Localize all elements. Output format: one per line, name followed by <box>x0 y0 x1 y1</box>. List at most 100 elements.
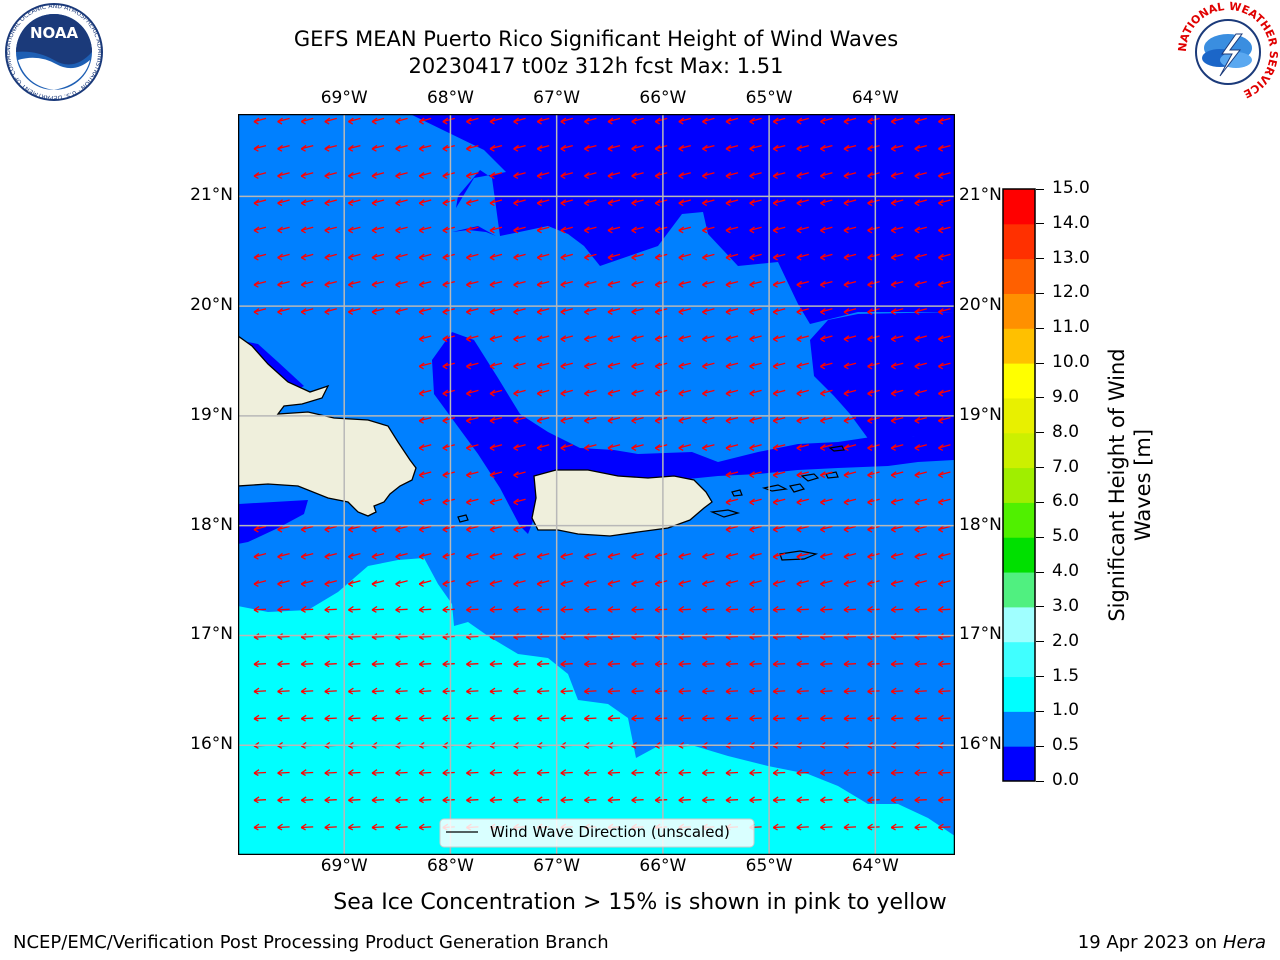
wave-vector-103 <box>489 199 503 207</box>
wave-vector-107 <box>584 199 597 207</box>
wave-vector-301 <box>536 389 550 397</box>
wave-vector-140 <box>631 226 644 234</box>
colorbar-segment-11 <box>1003 363 1035 399</box>
wave-vector-105 <box>536 199 550 207</box>
wave-vector-737 <box>348 823 361 831</box>
colorbar-tick-2: 1.0 <box>1052 700 1080 721</box>
colorbar-segment-14 <box>1003 258 1035 294</box>
colorbar-tickmark-2 <box>1036 710 1044 712</box>
wave-vector-300 <box>513 389 526 397</box>
wave-vector-430 <box>418 552 432 560</box>
wave-vector-379 <box>867 471 880 479</box>
wave-vector-616 <box>418 714 432 722</box>
wave-vector-15 <box>607 117 621 125</box>
land-puerto-rico <box>531 469 713 537</box>
wave-vector-71 <box>466 172 479 179</box>
lon-tick-top-5: 64°W <box>851 88 899 108</box>
wave-vector-266 <box>843 335 857 343</box>
wave-vector-127 <box>324 226 337 234</box>
lon-tick-bottom-4: 65°W <box>745 856 793 876</box>
wave-vector-629 <box>725 714 739 722</box>
wave-vector-299 <box>489 389 503 397</box>
wave-vector-273 <box>442 362 455 370</box>
wave-vector-586 <box>442 687 455 695</box>
wave-vector-318 <box>938 389 951 397</box>
wave-vector-294 <box>938 362 951 370</box>
wave-vector-373 <box>725 471 739 479</box>
lat-tick-left-0: 16°N <box>190 734 233 755</box>
wave-vector-309 <box>725 389 739 397</box>
wave-vector-442 <box>702 552 715 560</box>
wave-vector-170 <box>607 253 621 261</box>
wave-vector-465 <box>513 580 526 587</box>
wave-vector-322 <box>466 416 479 424</box>
wave-vector-136 <box>536 226 550 234</box>
wave-vector-47 <box>631 144 644 152</box>
wave-vector-389 <box>725 498 739 506</box>
wave-vector-471 <box>654 580 668 587</box>
wave-vector-493 <box>442 605 455 613</box>
lon-tick-bottom-5: 64°W <box>851 856 899 876</box>
lat-tick-left-3: 19°N <box>190 404 233 425</box>
wave-vector-120 <box>890 199 904 207</box>
wave-vector-580 <box>300 687 314 695</box>
wave-vector-51 <box>725 144 739 152</box>
wave-vector-62 <box>253 172 267 179</box>
colorbar-tickmark-9 <box>1036 467 1044 469</box>
wave-vector-350 <box>560 444 573 451</box>
wave-vector-223 <box>395 308 408 315</box>
wave-vector-138 <box>584 226 597 234</box>
wave-vector-228 <box>513 308 526 315</box>
wave-vector-278 <box>560 362 573 370</box>
wave-vector-113 <box>725 199 739 207</box>
wave-vector-488 <box>324 605 337 613</box>
wave-vector-686 <box>607 769 621 777</box>
colorbar-tick-1: 0.5 <box>1052 735 1080 756</box>
wave-vector-490 <box>371 605 385 613</box>
wave-vector-721 <box>702 796 715 804</box>
wave-vector-709 <box>418 796 432 804</box>
wave-vector-712 <box>489 796 503 804</box>
wave-vector-267 <box>867 335 880 343</box>
land-mona-island <box>457 514 469 523</box>
wave-vector-157 <box>300 253 314 261</box>
wave-vector-227 <box>489 308 503 315</box>
wave-vector-620 <box>513 714 526 722</box>
wave-vector-272 <box>418 362 432 370</box>
wave-vector-582 <box>348 687 361 695</box>
colorbar-tick-0: 0.0 <box>1052 770 1080 790</box>
wave-vector-100 <box>418 199 432 207</box>
colorbar-segment-1 <box>1003 711 1035 747</box>
wave-vector-108 <box>607 199 621 207</box>
footer-date: 19 Apr 2023 on Hera <box>1078 932 1266 953</box>
wave-vector-143 <box>702 226 715 234</box>
wave-vector-551 <box>348 660 361 668</box>
wave-vector-436 <box>560 552 573 560</box>
wave-vector-73 <box>513 172 526 179</box>
wave-vector-338 <box>843 416 857 424</box>
lat-tick-right-3: 19°N <box>959 404 1002 425</box>
wave-vector-181 <box>867 253 880 261</box>
lon-tick-bottom-2: 67°W <box>533 856 581 876</box>
wave-vector-64 <box>300 172 314 179</box>
wave-vector-114 <box>749 199 762 207</box>
wave-vector-282 <box>654 362 668 370</box>
wave-vector-602 <box>820 687 833 695</box>
wave-vector-579 <box>277 687 290 695</box>
colorbar-tick-5: 3.0 <box>1052 595 1080 616</box>
wave-vector-421 <box>938 525 951 533</box>
wave-vector-346 <box>466 444 479 451</box>
wave-vector-306 <box>654 389 668 397</box>
wave-vector-385 <box>442 498 455 506</box>
wave-vector-259 <box>678 335 691 343</box>
wave-vector-682 <box>513 769 526 777</box>
wave-vector-731 <box>938 796 951 804</box>
wave-vector-562 <box>607 660 621 668</box>
wave-vector-307 <box>678 389 691 397</box>
wave-vector-418 <box>867 525 880 533</box>
wave-vector-702 <box>253 796 267 804</box>
wave-vector-359 <box>772 444 786 451</box>
wave-vector-727 <box>843 796 857 804</box>
wave-vector-391 <box>772 498 786 506</box>
wave-vector-406 <box>395 525 408 533</box>
